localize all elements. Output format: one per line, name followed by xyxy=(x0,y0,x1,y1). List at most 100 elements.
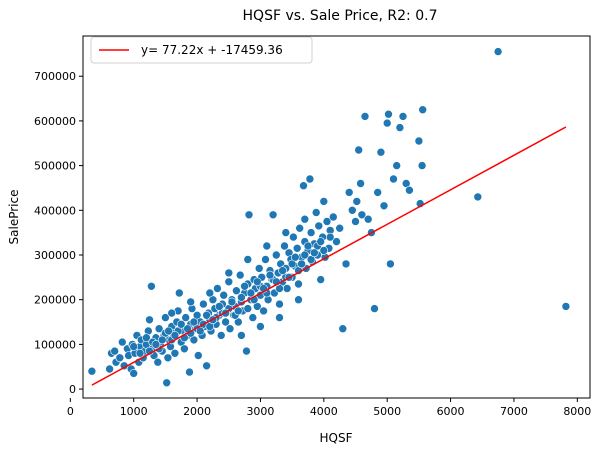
data-point xyxy=(202,310,211,320)
data-point xyxy=(294,279,303,289)
data-point xyxy=(157,335,167,345)
data-point xyxy=(398,112,408,121)
y-tick-label: 500000 xyxy=(34,160,76,173)
x-axis: 0 1000 2000 3000 4000 5000 6000 7000 8000 xyxy=(67,398,591,418)
data-point xyxy=(418,105,428,114)
data-point xyxy=(389,174,398,184)
data-point xyxy=(262,241,272,251)
x-axis-label: HQSF xyxy=(320,431,353,445)
data-point xyxy=(195,326,205,336)
data-point xyxy=(305,174,315,184)
x-tick-label: 1000 xyxy=(120,405,148,418)
data-point xyxy=(147,281,156,291)
data-point xyxy=(473,192,483,202)
data-point xyxy=(319,197,329,206)
data-point xyxy=(243,304,253,313)
data-point xyxy=(232,286,241,296)
data-point xyxy=(189,317,199,327)
data-point xyxy=(395,123,405,132)
data-point xyxy=(180,344,189,354)
y-tick-label: 300000 xyxy=(34,249,76,262)
data-point xyxy=(261,255,270,264)
y-tick-label: 700000 xyxy=(34,70,76,83)
data-point xyxy=(225,324,235,334)
data-point xyxy=(170,348,180,358)
data-point xyxy=(252,277,262,287)
data-point xyxy=(360,112,370,121)
data-point xyxy=(248,313,258,322)
data-point xyxy=(256,322,265,331)
data-point xyxy=(219,290,228,300)
y-tick-label: 600000 xyxy=(34,115,76,128)
y-tick-label: 400000 xyxy=(34,204,76,217)
data-point xyxy=(175,288,184,298)
data-point xyxy=(278,266,287,275)
data-point xyxy=(328,212,338,222)
data-point xyxy=(115,353,125,363)
plot-frame xyxy=(82,35,591,399)
x-tick-label: 3000 xyxy=(246,405,274,418)
data-point xyxy=(244,210,254,220)
data-point xyxy=(561,302,571,311)
data-point xyxy=(303,241,313,251)
data-point xyxy=(351,217,360,226)
data-point xyxy=(129,369,138,378)
data-point xyxy=(338,324,348,334)
data-point xyxy=(392,161,402,170)
data-point xyxy=(176,319,186,329)
data-point xyxy=(186,297,195,307)
data-point xyxy=(379,201,389,211)
data-point xyxy=(216,331,226,340)
data-point xyxy=(292,244,302,253)
y-axis-label: SalePrice xyxy=(7,190,21,245)
data-point xyxy=(145,315,154,325)
data-point xyxy=(153,357,163,367)
data-point xyxy=(235,270,245,280)
data-point xyxy=(234,306,243,316)
data-point xyxy=(181,313,190,322)
x-tick-label: 7000 xyxy=(500,405,528,418)
legend-fit-label: y= 77.22x + -17459.36 xyxy=(141,43,283,57)
data-point xyxy=(354,145,364,155)
data-point xyxy=(167,308,176,318)
data-point xyxy=(162,378,171,388)
y-axis: 0 100000 200000 300000 400000 500000 600000 700… xyxy=(34,70,83,396)
data-point xyxy=(105,364,114,374)
data-point xyxy=(319,246,329,255)
chart-title: HQSF vs. Sale Price, R2: 0.7 xyxy=(243,8,438,24)
y-tick-label: 0 xyxy=(69,383,76,396)
data-point xyxy=(352,197,362,206)
data-point xyxy=(87,366,97,376)
data-point xyxy=(240,281,249,291)
data-point xyxy=(213,284,222,293)
fit-line-layer xyxy=(91,126,567,386)
data-point xyxy=(344,188,354,197)
data-point xyxy=(135,348,145,358)
data-point xyxy=(118,337,127,347)
data-point xyxy=(254,264,264,273)
data-point xyxy=(335,223,345,233)
data-point xyxy=(325,232,335,242)
data-point xyxy=(316,275,326,284)
legend-box xyxy=(90,36,313,64)
data-point xyxy=(356,179,365,188)
data-point xyxy=(306,228,316,237)
data-point xyxy=(110,346,119,356)
data-point xyxy=(300,214,310,224)
data-point xyxy=(163,353,173,363)
data-point xyxy=(202,361,211,371)
data-point xyxy=(205,288,215,298)
data-point xyxy=(246,288,256,298)
data-point xyxy=(384,109,393,119)
data-point xyxy=(295,223,305,233)
data-point xyxy=(265,270,275,280)
data-point xyxy=(243,255,253,264)
data-point xyxy=(417,161,427,170)
data-point xyxy=(341,259,351,269)
x-tick-label: 2000 xyxy=(183,405,211,418)
data-point xyxy=(259,306,268,316)
x-tick-label: 5000 xyxy=(373,405,401,418)
y-tick-label: 100000 xyxy=(34,338,76,351)
x-tick-label: 0 xyxy=(67,405,74,418)
